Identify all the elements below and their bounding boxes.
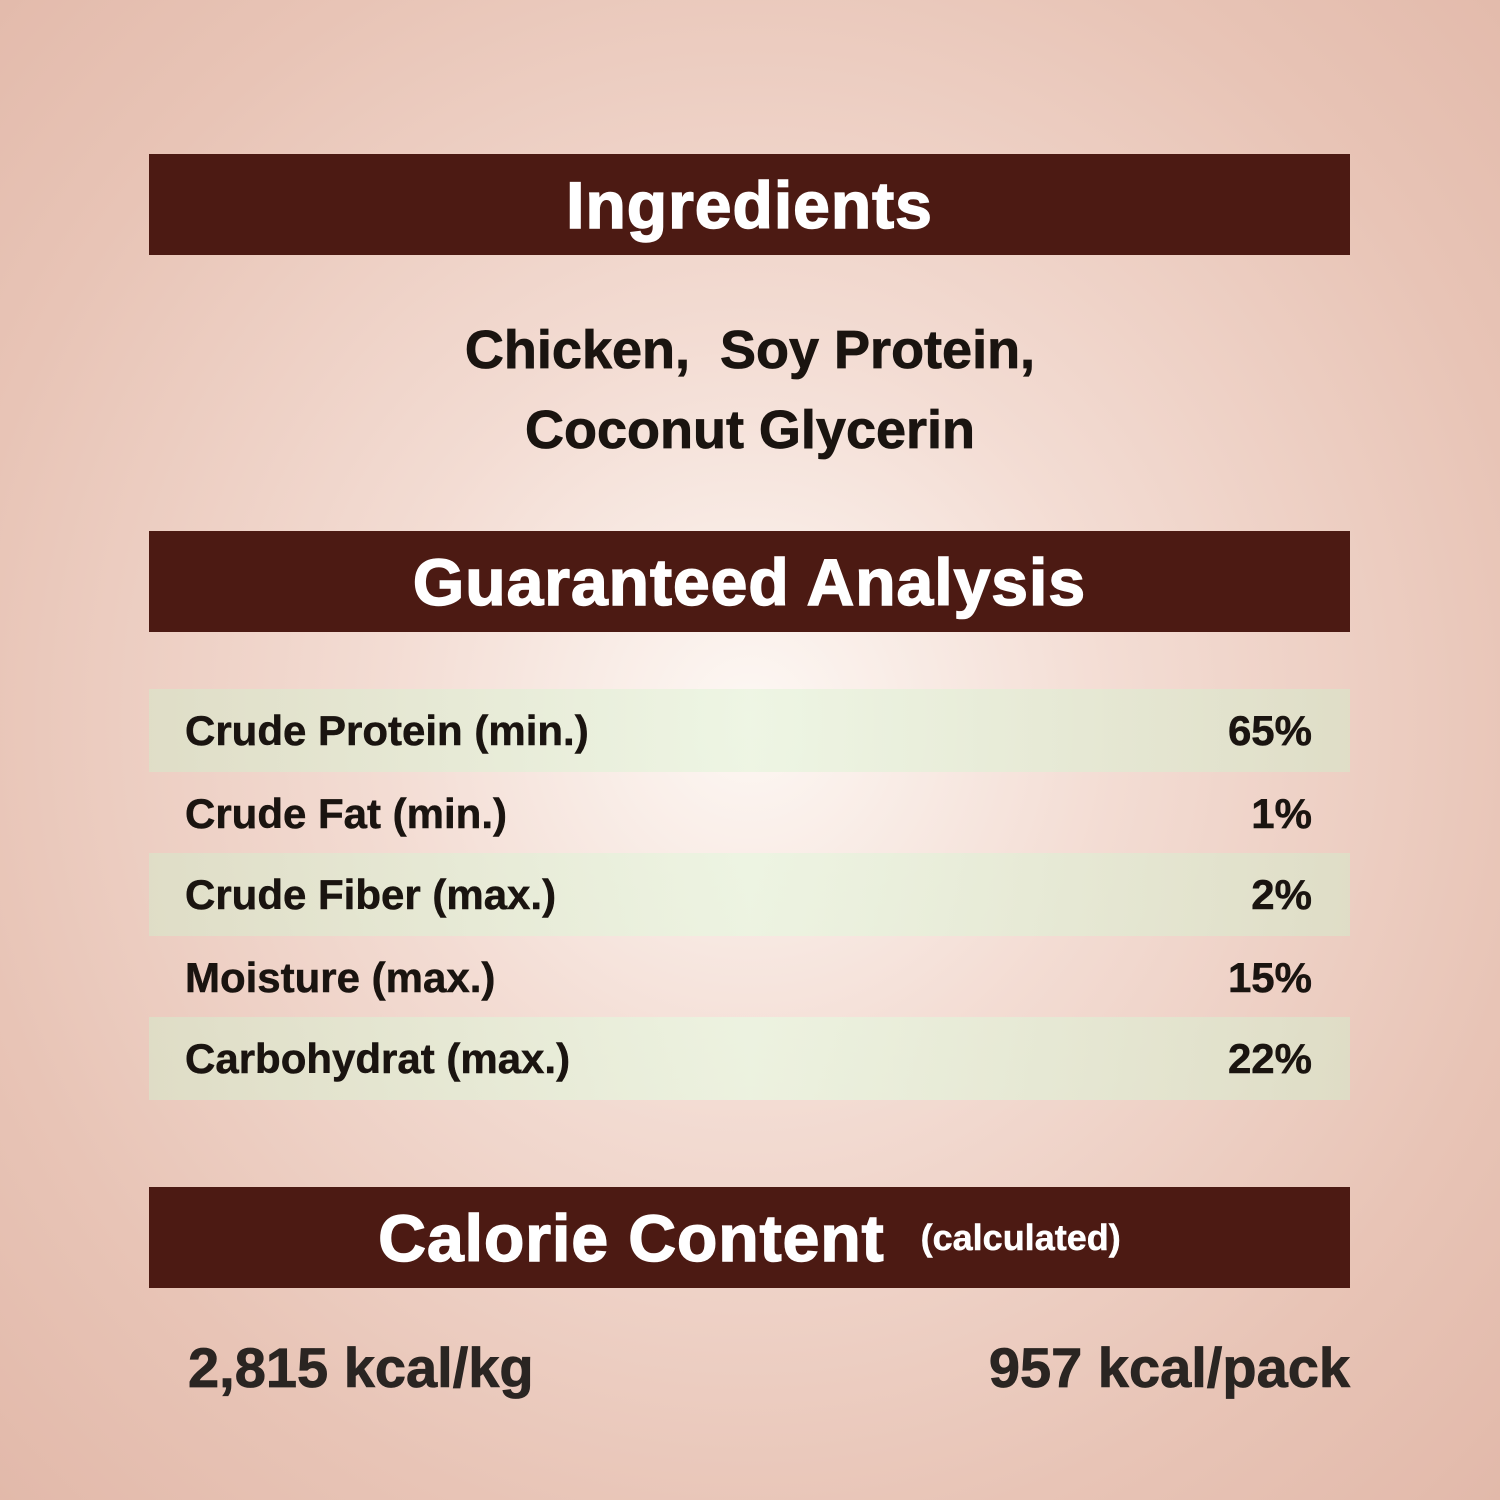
nutrient-value: 22% bbox=[1227, 1034, 1313, 1082]
ingredients-title: Ingredients bbox=[565, 167, 933, 243]
nutrient-label: Crude Fat (min.) bbox=[185, 789, 508, 837]
calorie-title: Calorie Content bbox=[378, 1200, 885, 1276]
table-row: Crude Fat (min.) 1% bbox=[149, 772, 1350, 855]
analysis-title: Guaranteed Analysis bbox=[412, 544, 1087, 620]
nutrient-label: Carbohydrat (max.) bbox=[185, 1034, 571, 1082]
table-row: Carbohydrat (max.) 22% bbox=[149, 1017, 1350, 1100]
ingredients-list: Chicken, Soy Protein, Coconut Glycerin bbox=[0, 310, 1500, 470]
ingredients-line: Coconut Glycerin bbox=[524, 400, 976, 461]
kcal-per-pack: 957 kcal/pack bbox=[988, 1336, 1350, 1400]
kcal-per-kg: 2,815 kcal/kg bbox=[188, 1336, 534, 1400]
nutrient-value: 15% bbox=[1227, 953, 1313, 1001]
calorie-subtitle: (calculated) bbox=[920, 1216, 1121, 1258]
table-row: Moisture (max.) 15% bbox=[149, 936, 1350, 1019]
nutrient-label: Crude Fiber (max.) bbox=[185, 870, 557, 918]
nutrient-value: 65% bbox=[1227, 706, 1313, 754]
ingredients-header: Ingredients bbox=[149, 154, 1350, 255]
nutrient-label: Moisture (max.) bbox=[185, 953, 496, 1001]
nutrient-value: 1% bbox=[1251, 789, 1312, 837]
nutrient-value: 2% bbox=[1251, 870, 1312, 918]
calorie-header: Calorie Content (calculated) bbox=[149, 1187, 1350, 1288]
analysis-header: Guaranteed Analysis bbox=[149, 531, 1350, 632]
nutrient-label: Crude Protein (min.) bbox=[185, 706, 589, 754]
ingredients-line: Chicken, Soy Protein, bbox=[464, 320, 1036, 381]
table-row: Crude Protein (min.) 65% bbox=[149, 689, 1350, 772]
table-row: Crude Fiber (max.) 2% bbox=[149, 853, 1350, 936]
